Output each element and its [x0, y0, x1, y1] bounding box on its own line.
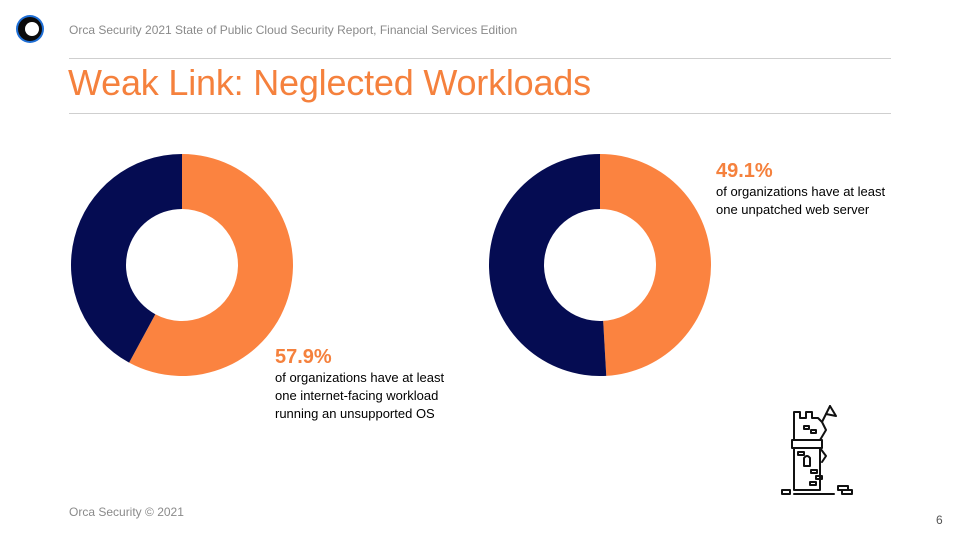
donut-slice-remainder: [489, 154, 607, 376]
donut-chart-unpatched-web-server: [489, 154, 711, 376]
footer-copyright: Orca Security © 2021: [69, 505, 184, 519]
stat-description-line: of organizations have at least: [716, 184, 886, 199]
stat-value: 57.9%: [275, 346, 332, 368]
donut-slice-highlight: [129, 154, 293, 376]
page-title: Weak Link: Neglected Workloads: [68, 62, 591, 103]
stat-description-line: one unpatched web server: [716, 202, 870, 217]
donut-slice-remainder: [71, 154, 182, 363]
stat-unpatched-web-server: 49.1% of organizations have at least one…: [716, 159, 885, 219]
stat-description-line: running an unsupported OS: [275, 406, 435, 421]
stat-unsupported-os: 57.9% of organizations have at least one…: [275, 345, 444, 423]
donut-slice-highlight: [600, 154, 711, 376]
stat-value: 49.1%: [716, 160, 773, 182]
orca-logo-icon: [16, 15, 44, 43]
title-divider: [69, 113, 891, 114]
header-divider: [69, 58, 891, 59]
stat-description-line: one internet-facing workload: [275, 388, 439, 403]
report-header: Orca Security 2021 State of Public Cloud…: [69, 23, 518, 37]
donut-chart-unsupported-os: [71, 154, 293, 376]
page-number: 6: [936, 513, 943, 527]
castle-tower-icon: [781, 405, 853, 495]
stat-description-line: of organizations have at least: [275, 370, 445, 385]
